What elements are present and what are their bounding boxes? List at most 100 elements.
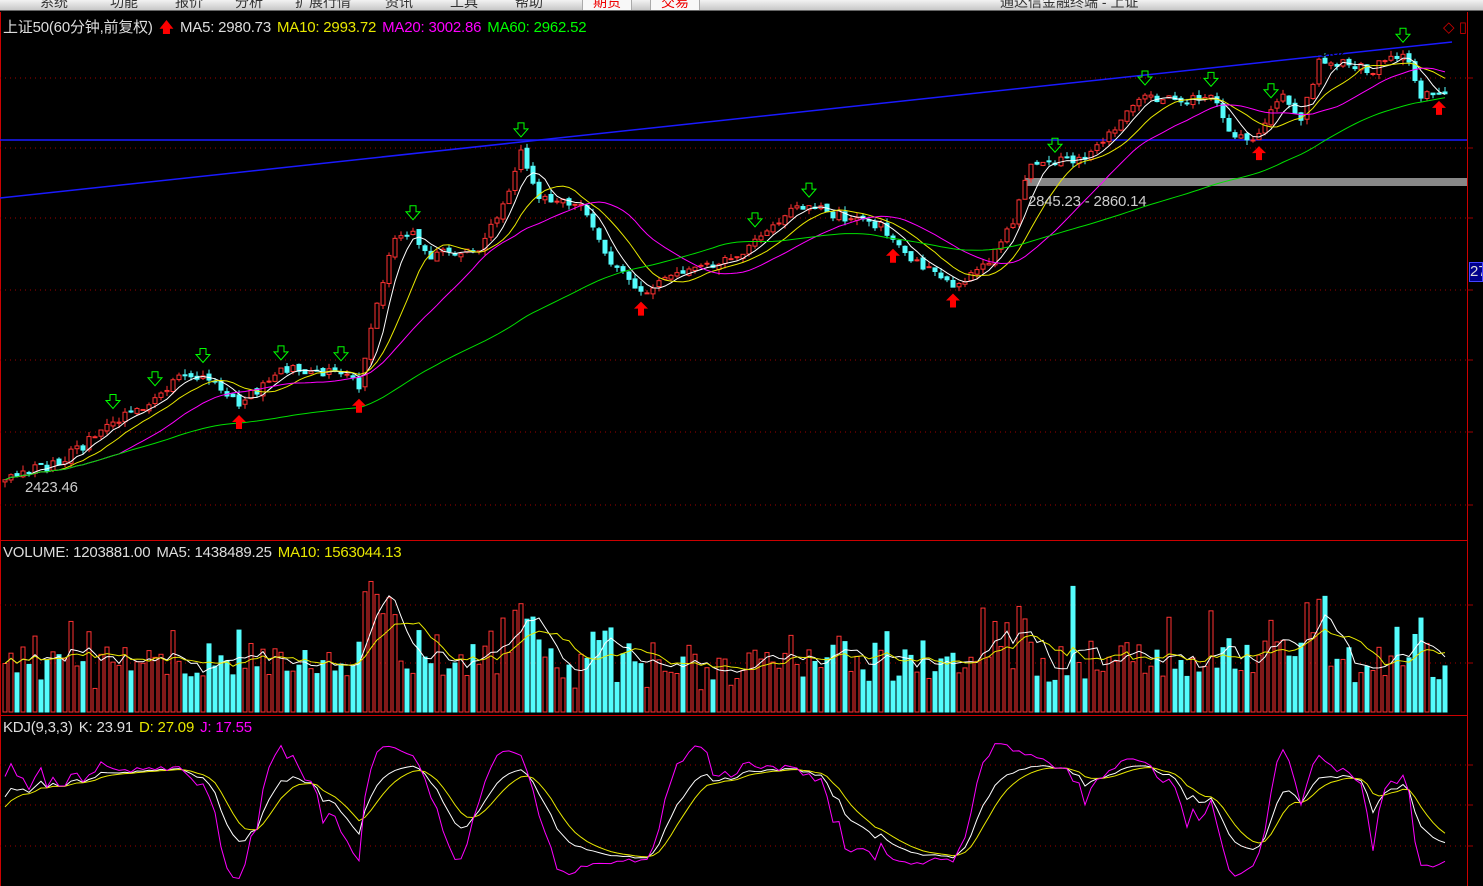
volume-bar	[818, 667, 824, 713]
candle-body	[938, 272, 944, 279]
candle-body	[308, 370, 314, 374]
volume-bar	[212, 665, 218, 713]
volume-bar	[1334, 658, 1340, 713]
volume-bar	[614, 681, 620, 713]
sell-signal-arrow-icon	[404, 205, 422, 221]
candle-body	[1262, 122, 1268, 134]
candle-body	[20, 470, 26, 478]
menu-tab[interactable]: 期货	[582, 0, 632, 10]
candle-body	[650, 287, 656, 295]
volume-bar	[1052, 679, 1058, 713]
candle-body	[1364, 64, 1370, 74]
volume-bar	[1040, 657, 1046, 713]
candle-body	[284, 366, 290, 373]
support-band	[1025, 178, 1467, 186]
candle-body	[146, 404, 152, 412]
menu-item[interactable]: 系统	[40, 0, 68, 10]
volume-bar	[566, 664, 572, 713]
sell-signal-arrow-icon	[272, 345, 290, 361]
diamond-icon[interactable]: ◇	[1443, 19, 1455, 36]
buy-signal-arrow-icon	[352, 398, 366, 413]
volume-bar	[1286, 655, 1292, 713]
candle-body	[644, 292, 650, 295]
volume-bar	[302, 650, 308, 713]
volume-bar	[1154, 649, 1160, 713]
volume-bar	[1160, 675, 1166, 713]
volume-bar	[854, 655, 860, 713]
maximize-icon[interactable]: ▯	[1458, 19, 1467, 36]
candle-body	[1034, 161, 1040, 165]
volume-bar	[404, 668, 410, 713]
volume-bar	[32, 635, 38, 713]
candle-body	[1064, 156, 1070, 159]
candle-body	[1112, 129, 1118, 134]
candle-body	[734, 256, 740, 259]
volume-bar	[584, 657, 590, 713]
volume-bar	[1442, 665, 1448, 713]
volume-bar	[224, 660, 230, 713]
volume-bar	[464, 675, 470, 713]
volume-bar	[272, 648, 278, 713]
volume-bar	[1298, 642, 1304, 713]
menu-item[interactable]: 功能	[110, 0, 138, 10]
volume-bar	[1220, 647, 1226, 713]
volume-bar	[44, 659, 50, 713]
candle-body	[1412, 61, 1418, 82]
candle-body	[296, 363, 302, 372]
volume-bar	[1424, 642, 1430, 713]
volume-bar	[656, 659, 662, 713]
candle-body	[782, 215, 788, 226]
volume-bar	[410, 672, 416, 713]
candle-body	[932, 267, 938, 273]
volume-bar	[314, 673, 320, 713]
candle-body	[482, 237, 488, 251]
candle-body	[746, 244, 752, 255]
sell-signal-arrow-icon	[1262, 83, 1280, 99]
volume-bar	[884, 631, 890, 713]
menu-item[interactable]: 扩展行情	[295, 0, 351, 10]
volume-bar	[422, 656, 428, 713]
candle-body	[1022, 179, 1028, 200]
candle-body	[344, 373, 350, 376]
candle-body	[104, 423, 110, 432]
volume-bar	[554, 667, 560, 713]
menu-item[interactable]: 工具	[450, 0, 478, 10]
volume-bar	[572, 687, 578, 713]
volume-bar	[608, 627, 614, 713]
volume-bar	[752, 649, 758, 713]
candle-body	[386, 254, 392, 284]
volume-bar	[1316, 598, 1322, 713]
menu-tab[interactable]: 交易	[650, 0, 700, 10]
candle-body	[638, 286, 644, 292]
menu-item[interactable]: 分析	[235, 0, 263, 10]
sell-signal-arrow-icon	[746, 212, 764, 228]
volume-bar	[680, 656, 686, 713]
volume-bar	[1076, 662, 1082, 713]
candle-body	[488, 223, 494, 238]
volume-bar	[740, 669, 746, 713]
volume-bar	[524, 618, 530, 713]
candle-body	[776, 222, 782, 225]
candle-body	[350, 375, 356, 378]
candle-body	[950, 279, 956, 288]
panel-controls[interactable]: ◇ ▯	[1443, 18, 1467, 36]
volume-bar	[1178, 660, 1184, 713]
candle-body	[1430, 92, 1436, 96]
volume-bar	[1382, 675, 1388, 713]
menu-item[interactable]: 资讯	[385, 0, 413, 10]
volume-bar	[38, 679, 44, 713]
volume-bar	[320, 660, 326, 713]
candle-body	[1160, 99, 1166, 104]
candle-body	[980, 263, 986, 270]
candle-body	[1346, 58, 1352, 66]
menu-item[interactable]: 报价	[175, 0, 203, 10]
menu-item[interactable]: 帮助	[515, 0, 543, 10]
volume-bar	[116, 664, 122, 713]
volume-bar	[368, 580, 374, 713]
candle-body	[230, 393, 236, 398]
high-price-label: 3048.82	[1295, 43, 1348, 60]
candle-body	[422, 245, 428, 252]
candle-body	[662, 276, 668, 280]
volume-ma10-line	[4, 622, 1446, 671]
